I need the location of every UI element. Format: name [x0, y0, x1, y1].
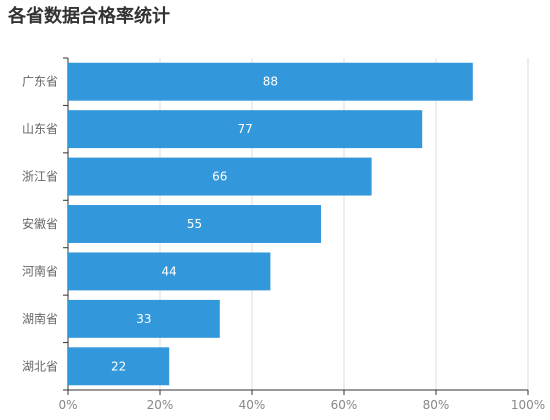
- category-label: 湖南省: [22, 311, 58, 326]
- x-tick-label: 60%: [331, 398, 358, 412]
- category-label: 广东省: [22, 75, 58, 89]
- bar-value-label: 22: [111, 359, 126, 373]
- bar: [68, 110, 423, 149]
- x-tick-label: 40%: [239, 398, 266, 412]
- bar: [68, 205, 321, 243]
- category-label: 河南省: [22, 263, 58, 278]
- bar-value-label: 77: [237, 122, 252, 136]
- x-tick-label: 20%: [147, 398, 174, 412]
- category-label: 安徽省: [22, 216, 58, 231]
- bar: [68, 347, 170, 386]
- x-tick-label: 0%: [58, 398, 77, 412]
- bar-value-label: 44: [162, 264, 177, 278]
- bar: [68, 299, 220, 338]
- bar: [68, 157, 372, 196]
- bar: [68, 252, 271, 291]
- bar: [68, 62, 473, 101]
- category-label: 浙江省: [22, 170, 58, 184]
- x-tick-label: 80%: [423, 398, 450, 412]
- x-tick-label: 100%: [511, 398, 545, 412]
- bar-value-label: 55: [187, 217, 202, 231]
- category-label: 山东省: [22, 122, 58, 136]
- chart-title: 各省数据合格率统计: [8, 6, 170, 27]
- bar-value-label: 33: [136, 312, 151, 326]
- bar-value-label: 88: [263, 75, 278, 89]
- category-label: 湖北省: [22, 358, 58, 373]
- bar-value-label: 66: [212, 170, 227, 184]
